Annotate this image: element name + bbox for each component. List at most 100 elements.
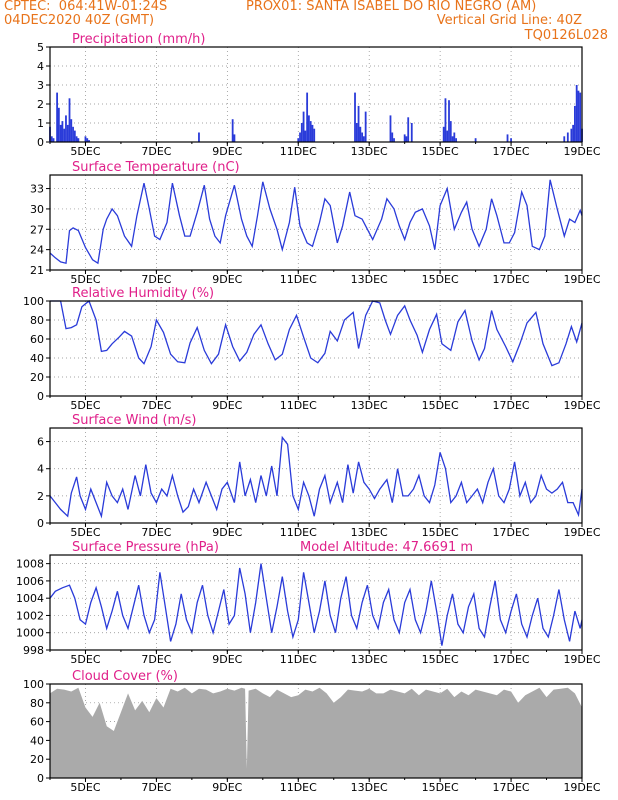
x-tick-label: 7DEC [141,273,171,286]
y-tick-label: 4 [37,463,44,476]
precip-bar [302,111,305,142]
series-line [49,435,583,519]
precip-bar [72,126,74,142]
series-line [49,563,583,646]
y-tick-label: 0 [37,136,44,149]
precip-bar [311,124,314,142]
y-tick-label: 1006 [16,575,44,588]
precip-bar [362,136,365,142]
y-tick-label: 80 [30,314,44,327]
y-tick-label: 1002 [16,609,44,622]
precip-bar [50,136,53,142]
panel-frame [49,554,583,651]
header-right-2: Vertical Grid Line: 40Z [436,13,582,28]
y-tick-label: 30 [30,203,44,216]
precip-bar [449,121,452,142]
precip-bar [59,124,62,142]
y-tick-label: 0 [37,390,44,403]
precip-bar [61,121,64,142]
x-tick-label: 11DEC [280,399,317,412]
x-tick-label: 11DEC [280,653,317,666]
x-tick-label: 13DEC [351,653,388,666]
precip-bar [579,92,582,142]
series-line [50,299,583,367]
y-tick-label: 1 [37,117,44,130]
x-tick-label: 17DEC [493,399,530,412]
x-tick-label: 17DEC [493,526,530,539]
y-tick-label: 60 [30,716,44,729]
x-tick-label: 19DEC [563,526,600,539]
x-tick-label: 15DEC [422,653,459,666]
x-tick-label: 5DEC [70,145,100,158]
precip-bar [563,136,566,142]
y-tick-label: 100 [23,295,44,308]
panel-title: Surface Temperature (nC) [72,160,240,175]
precip-bar [357,105,360,142]
x-tick-label: 15DEC [422,399,459,412]
precip-bar [448,100,450,142]
panel-frame [49,46,583,143]
y-tick-label: 20 [30,371,44,384]
x-tick-label: 9DEC [212,653,242,666]
y-tick-label: 0 [37,517,44,530]
x-tick-label: 5DEC [70,653,100,666]
x-tick-label: 9DEC [212,781,242,794]
y-tick-label: 33 [30,183,44,196]
precip-bar [364,111,367,142]
x-tick-label: 9DEC [212,273,242,286]
y-tick-label: 20 [30,753,44,766]
precip-bar [306,92,309,142]
x-tick-label: 19DEC [563,781,600,794]
x-tick-label: 7DEC [141,781,171,794]
x-tick-label: 15DEC [422,273,459,286]
precip-bar [304,130,307,142]
precip-bar [446,130,449,142]
x-tick-label: 11DEC [280,526,317,539]
y-tick-label: 40 [30,734,44,747]
precip-bar [77,138,80,142]
x-tick-label: 9DEC [212,526,242,539]
panel-title: Relative Humidity (%) [72,286,214,301]
header-center-1: PROX01: SANTA ISABEL DO RIO NEGRO (AM) [246,0,537,14]
precip-bar [308,115,310,142]
precip-bar [359,126,362,142]
cloud-area [50,687,582,778]
x-tick-label: 15DEC [422,781,459,794]
y-tick-label: 24 [30,244,44,257]
precip-bar [361,132,364,142]
precip-bar [300,123,303,142]
x-tick-label: 9DEC [212,399,242,412]
precip-bar [403,134,406,142]
y-tick-label: 80 [30,697,44,710]
x-tick-label: 11DEC [280,273,317,286]
y-tick-label: 27 [30,223,44,236]
panel-title: Cloud Cover (%) [72,669,178,684]
series-line [49,179,583,265]
precip-bar [65,115,67,142]
x-tick-label: 19DEC [563,653,600,666]
precip-bar [52,138,55,142]
y-tick-label: 1008 [16,558,44,571]
x-tick-label: 5DEC [70,781,100,794]
y-tick-label: 2 [37,98,44,111]
precip-bar [444,98,447,142]
precip-bar [309,121,312,142]
y-tick-label: 1004 [16,592,44,605]
x-tick-label: 7DEC [141,526,171,539]
precip-bar [68,98,71,142]
panel-subtitle: Model Altitude: 47.6691 m [300,540,473,555]
precip-bar [391,132,394,142]
x-tick-label: 15DEC [422,145,459,158]
x-tick-label: 5DEC [70,526,100,539]
header-right-3: TQ0126L028 [524,28,608,43]
panel-title: Surface Pressure (hPa) [72,540,219,555]
precip-bar [506,134,509,142]
x-tick-label: 7DEC [141,145,171,158]
precip-bar [510,138,512,142]
x-tick-label: 13DEC [351,781,388,794]
y-tick-label: 0 [37,772,44,785]
precip-bar [198,132,200,142]
x-tick-label: 17DEC [493,653,530,666]
x-tick-label: 15DEC [422,526,459,539]
